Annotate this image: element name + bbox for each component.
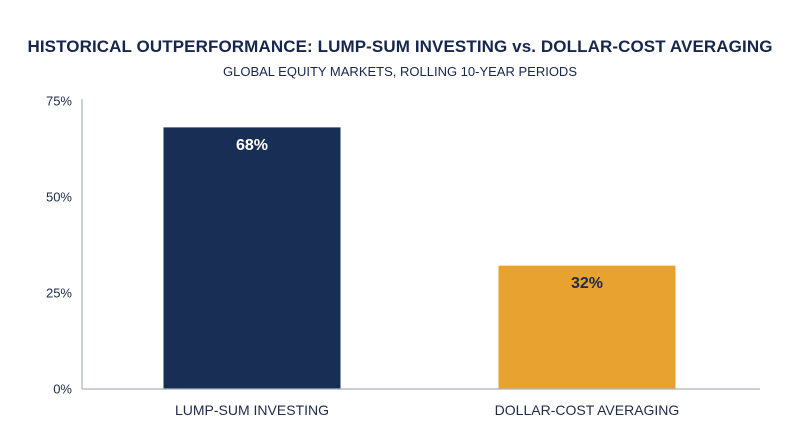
x-axis: LUMP-SUM INVESTING DOLLAR-COST AVERAGING xyxy=(82,388,760,418)
chart-title: HISTORICAL OUTPERFORMANCE: LUMP-SUM INVE… xyxy=(27,37,773,56)
data-label: 68% xyxy=(236,137,268,154)
y-tick-label: 0% xyxy=(53,382,72,397)
x-category-label: DOLLAR-COST AVERAGING xyxy=(495,402,680,418)
bar-dollar-cost-averaging xyxy=(498,265,676,390)
x-category-label: LUMP-SUM INVESTING xyxy=(175,402,329,418)
y-tick-label: 75% xyxy=(46,94,72,109)
data-label: 32% xyxy=(571,275,603,292)
y-axis: 0% 25% 50% 75% xyxy=(46,94,83,397)
chart-subtitle: GLOBAL EQUITY MARKETS, ROLLING 10-YEAR P… xyxy=(223,64,577,79)
bars: 68% 32% xyxy=(163,127,676,390)
bar-lump-sum-investing xyxy=(163,127,341,390)
y-tick-label: 25% xyxy=(46,286,72,301)
y-tick-label: 50% xyxy=(46,190,72,205)
